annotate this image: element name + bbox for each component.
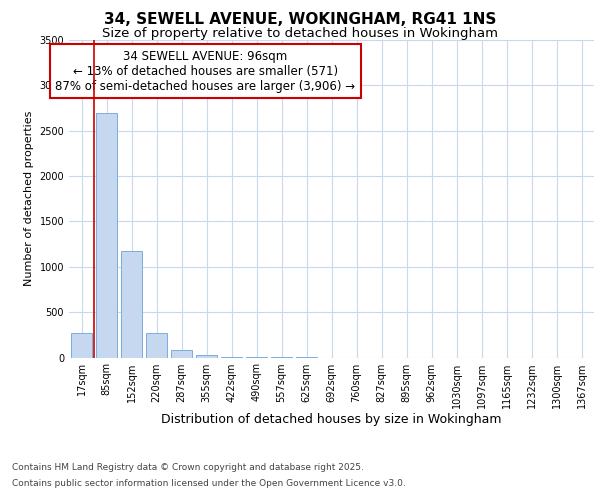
Text: 34 SEWELL AVENUE: 96sqm
← 13% of detached houses are smaller (571)
87% of semi-d: 34 SEWELL AVENUE: 96sqm ← 13% of detache… <box>55 50 356 92</box>
Text: Contains public sector information licensed under the Open Government Licence v3: Contains public sector information licen… <box>12 478 406 488</box>
Text: 34, SEWELL AVENUE, WOKINGHAM, RG41 1NS: 34, SEWELL AVENUE, WOKINGHAM, RG41 1NS <box>104 12 496 28</box>
X-axis label: Distribution of detached houses by size in Wokingham: Distribution of detached houses by size … <box>161 414 502 426</box>
Bar <box>146 332 167 357</box>
Bar <box>121 251 142 358</box>
Text: Size of property relative to detached houses in Wokingham: Size of property relative to detached ho… <box>102 28 498 40</box>
Y-axis label: Number of detached properties: Number of detached properties <box>24 111 34 286</box>
Bar <box>71 333 92 357</box>
Text: Contains HM Land Registry data © Crown copyright and database right 2025.: Contains HM Land Registry data © Crown c… <box>12 464 364 472</box>
Bar <box>96 112 117 358</box>
Bar <box>171 350 192 358</box>
Bar <box>196 355 217 358</box>
Bar <box>221 356 242 358</box>
